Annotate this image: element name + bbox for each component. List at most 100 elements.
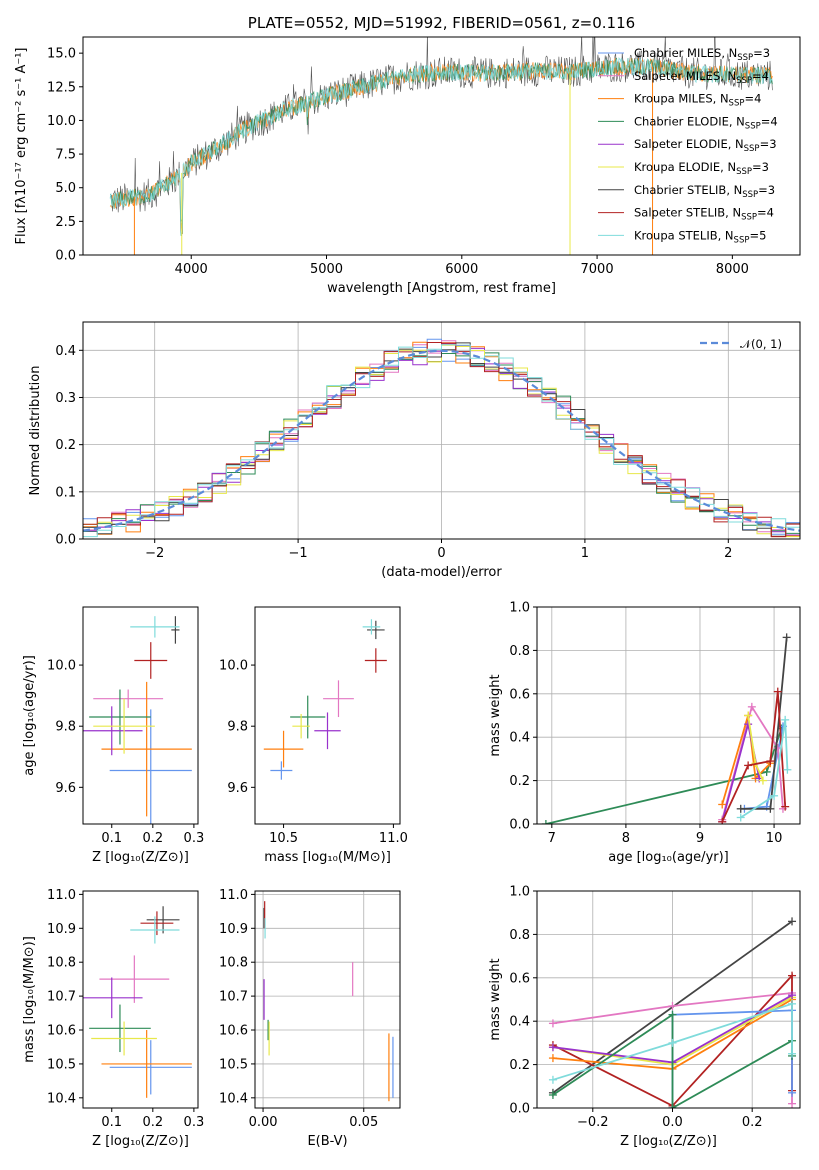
legend-label: Chabrier MILES, N bbox=[634, 46, 737, 60]
weight-series bbox=[740, 719, 789, 819]
y-tick-label: 10.0 bbox=[47, 659, 76, 674]
y-tick-label: 10.8 bbox=[47, 956, 76, 971]
x-axis-label: Z [log₁₀(Z/Z⊙)] bbox=[92, 1134, 189, 1149]
legend-val: =4 bbox=[757, 206, 774, 220]
y-tick-label: 9.6 bbox=[227, 781, 248, 796]
y-tick-label: 0.0 bbox=[509, 818, 530, 833]
legend-entry: Salpeter MILES, NSSP=4 bbox=[634, 69, 769, 86]
y-tick-label: 11.0 bbox=[219, 888, 248, 903]
x-tick-label: 10.5 bbox=[269, 831, 298, 846]
legend-entry: Kroupa MILES, NSSP=4 bbox=[634, 92, 761, 109]
y-tick-label: 0.8 bbox=[509, 644, 530, 659]
plot-area bbox=[109, 37, 773, 255]
x-tick-label: 0 bbox=[437, 546, 445, 561]
axes-frame bbox=[82, 606, 199, 825]
legend-sub: SSP bbox=[741, 213, 757, 223]
y-tick-label: 10.6 bbox=[219, 1024, 248, 1039]
y-tick-label: 10.7 bbox=[219, 990, 248, 1005]
spectrum-series bbox=[109, 57, 773, 236]
x-tick-label: 9 bbox=[696, 831, 704, 846]
panel-mass_vs_Z: 0.1 0.2 0.3 10.4 10.5 10.6 10.7 10.8 10.9 11.0 Z [… bbox=[22, 888, 204, 1149]
legend-label: Chabrier ELODIE, N bbox=[634, 114, 745, 128]
legend-label: Salpeter STELIB, N bbox=[634, 206, 741, 220]
y-tick-label: 0.0 bbox=[509, 1102, 530, 1117]
y-tick-label: 2.5 bbox=[55, 215, 76, 230]
histogram-series bbox=[83, 344, 800, 538]
x-axis-label: E(B-V) bbox=[307, 1134, 347, 1149]
legend-entry: Kroupa ELODIE, NSSP=3 bbox=[634, 160, 769, 177]
axes-frame bbox=[82, 36, 801, 256]
y-tick-label: 0.2 bbox=[509, 774, 530, 789]
y-tick-label: 0.0 bbox=[55, 249, 76, 264]
y-tick-label: 11.0 bbox=[47, 888, 76, 903]
plot-area bbox=[83, 616, 192, 824]
legend-sub: SSP bbox=[737, 53, 753, 63]
x-tick-label: −2 bbox=[145, 546, 164, 561]
x-tick-label: 10 bbox=[766, 831, 783, 846]
legend-entry: 𝒩(0, 1) bbox=[740, 337, 782, 351]
x-tick-label: −0.2 bbox=[577, 1115, 609, 1130]
y-tick-label: 10.0 bbox=[47, 114, 76, 129]
x-tick-label: 2 bbox=[724, 546, 732, 561]
y-tick-label: 10.5 bbox=[47, 1057, 76, 1072]
legend-val: =3 bbox=[758, 183, 775, 197]
y-tick-label: 12.5 bbox=[47, 80, 76, 95]
legend-sub: SSP bbox=[734, 235, 750, 245]
y-tick-label: 1.0 bbox=[509, 885, 530, 900]
legend-entry: Kroupa STELIB, NSSP=5 bbox=[634, 228, 766, 245]
y-tick-label: 10.7 bbox=[47, 990, 76, 1005]
panel-mass_weight_vs_age: 7 8 9 10 0.0 0.2 0.4 0.6 0.8 1.0 age [log₁₀(age/yr… bbox=[488, 601, 801, 865]
legend-val: =4 bbox=[744, 92, 761, 106]
legend-sub: SSP bbox=[744, 144, 760, 154]
x-axis-label: Z [log₁₀(Z/Z⊙)] bbox=[620, 1134, 717, 1149]
y-tick-label: 9.8 bbox=[55, 720, 76, 735]
x-tick-label: 0.1 bbox=[101, 1115, 122, 1130]
x-tick-label: 0.2 bbox=[742, 1115, 763, 1130]
x-tick-label: 7000 bbox=[581, 262, 614, 277]
x-axis-label: mass [log₁₀(M/M⊙)] bbox=[264, 850, 391, 865]
panel-mass_weight_vs_Z: −0.2 0.0 0.2 0.0 0.2 0.4 0.6 0.8 1.0 Z [log₁₀(Z/Z… bbox=[488, 885, 801, 1149]
plot-area bbox=[83, 906, 192, 1098]
legend-entry: Chabrier MILES, NSSP=3 bbox=[634, 46, 770, 63]
x-tick-label: 0.0 bbox=[662, 1115, 683, 1130]
plot-area bbox=[263, 901, 394, 1102]
y-tick-label: 0.0 bbox=[55, 533, 76, 548]
legend-entry: Chabrier ELODIE, NSSP=4 bbox=[634, 114, 778, 131]
x-tick-label: 0.00 bbox=[249, 1115, 278, 1130]
legend-entry: Salpeter ELODIE, NSSP=3 bbox=[634, 137, 777, 154]
y-tick-label: 10.4 bbox=[47, 1091, 76, 1106]
axes-frame bbox=[254, 606, 401, 825]
y-tick-label: 0.2 bbox=[55, 438, 76, 453]
x-tick-label: 4000 bbox=[175, 262, 208, 277]
y-tick-label: 0.4 bbox=[55, 344, 76, 359]
y-tick-label: 1.0 bbox=[509, 601, 530, 616]
y-tick-label: 9.6 bbox=[55, 781, 76, 796]
weight-series bbox=[721, 715, 772, 805]
legend-sub: SSP bbox=[736, 76, 752, 86]
legend-label: Salpeter ELODIE, N bbox=[634, 137, 744, 151]
y-tick-label: 0.6 bbox=[509, 687, 530, 702]
y-tick-label: 7.5 bbox=[55, 148, 76, 163]
x-axis-label: (data-model)/error bbox=[381, 565, 502, 580]
chart-title: PLATE=0552, MJD=51992, FIBERID=0561, z=0… bbox=[248, 14, 635, 32]
x-tick-label: 6000 bbox=[445, 262, 478, 277]
y-tick-label: 15.0 bbox=[47, 47, 76, 62]
legend-sub: SSP bbox=[729, 99, 745, 109]
y-tick-label: 10.5 bbox=[219, 1057, 248, 1072]
legend-val: =4 bbox=[761, 114, 778, 128]
histogram-series bbox=[83, 342, 800, 538]
y-axis-label: mass [log₁₀(M/M⊙)] bbox=[22, 936, 37, 1063]
x-tick-label: 0.3 bbox=[184, 1115, 205, 1130]
plot-area bbox=[548, 917, 797, 1108]
legend-entry: Chabrier STELIB, NSSP=3 bbox=[634, 183, 775, 200]
y-tick-label: 10.9 bbox=[47, 922, 76, 937]
x-tick-label: 0.05 bbox=[349, 1115, 378, 1130]
x-axis-label: age [log₁₀(age/yr)] bbox=[608, 850, 729, 865]
x-tick-label: 8 bbox=[622, 831, 630, 846]
axes-frame bbox=[254, 890, 401, 1109]
y-tick-label: 0.1 bbox=[55, 485, 76, 500]
legend-val: =3 bbox=[753, 46, 770, 60]
x-tick-label: 0.3 bbox=[184, 831, 205, 846]
weight-series bbox=[552, 1002, 793, 1081]
